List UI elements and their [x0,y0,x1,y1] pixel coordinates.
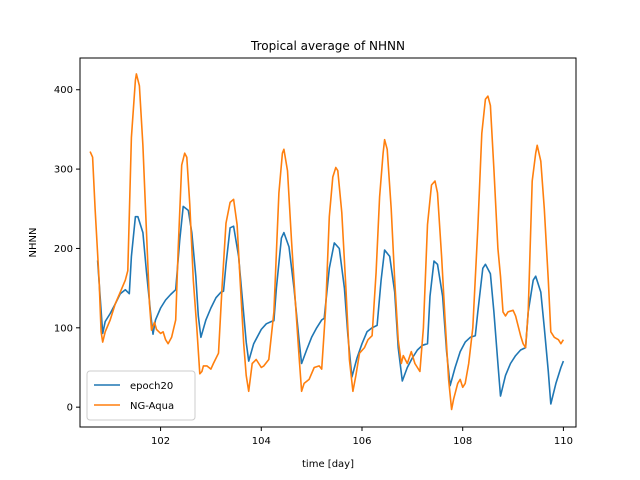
x-tick-label: 108 [453,436,472,447]
series-line-1 [96,205,565,405]
x-axis-ticks: 102 104 106 108 110 [151,427,573,447]
y-tick-label: 200 [54,244,73,255]
legend-label: NG-Aqua [130,401,174,412]
legend-label: epoch20 [130,381,173,392]
series-line-2 [89,73,565,411]
x-tick-label: 102 [151,436,170,447]
x-tick-label: 110 [554,436,573,447]
legend-box [86,370,196,421]
y-tick-label: 400 [54,85,73,96]
x-tick-label: 106 [352,436,371,447]
series-layer [89,73,565,411]
chart-title: Tropical average of NHNN [250,39,405,53]
y-axis-label: NHNN [28,228,39,258]
y-tick-label: 300 [54,165,73,176]
y-tick-label: 0 [67,403,73,414]
x-axis-label: time [day] [302,459,354,470]
x-tick-label: 104 [252,436,271,447]
y-axis-ticks: 0 100 200 300 400 [54,85,80,414]
y-tick-label: 100 [54,323,73,334]
legend: epoch20 NG-Aqua [86,370,196,421]
plot-frame [79,57,577,428]
